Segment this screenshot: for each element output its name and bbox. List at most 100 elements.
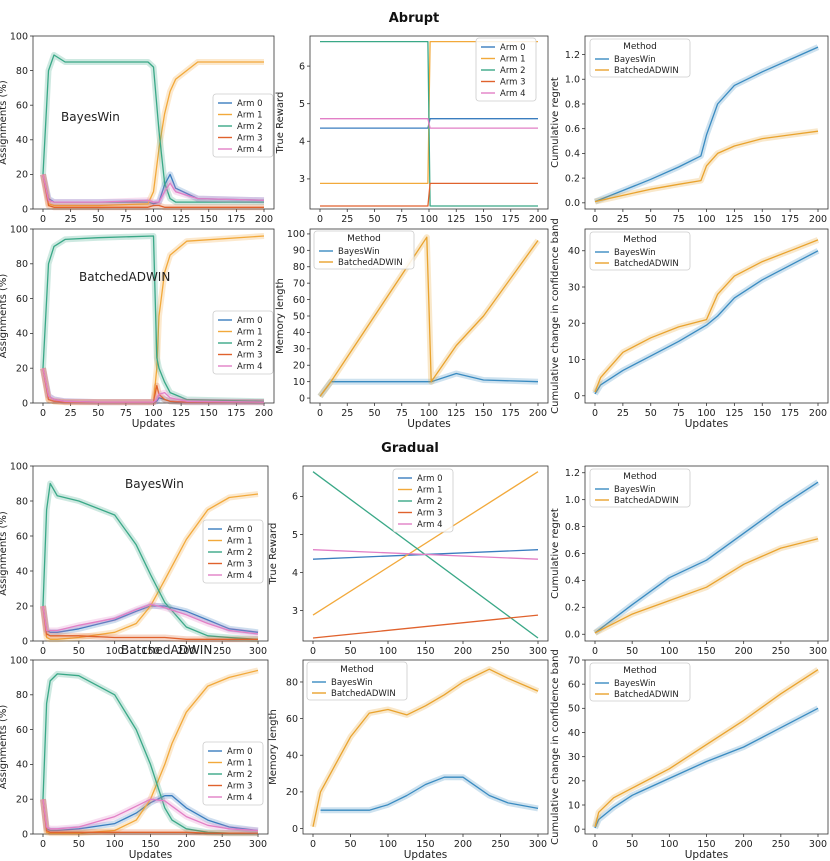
y-tick-label: 0	[574, 391, 580, 402]
x-tick-label: 100	[144, 408, 162, 419]
legend-label: BatchedADWIN	[614, 259, 679, 269]
x-tick-label: 175	[502, 408, 520, 419]
series-line-bayeswin	[594, 481, 819, 634]
panel-gradual-bayeswin-assign: 0 50 100 150 200 250 300 0 20 40 60 80 100 Assignment…	[0, 461, 269, 657]
y-tick-label: 5	[299, 99, 305, 110]
x-tick-label: 125	[447, 408, 465, 419]
legend-label: Arm 2	[237, 339, 263, 349]
y-tick-label: 4	[299, 137, 305, 148]
x-axis-label: Updates	[129, 849, 173, 861]
x-tick-label: 25	[341, 408, 353, 419]
x-tick-label: 75	[396, 408, 408, 419]
series-line-arm-4	[312, 549, 539, 560]
x-tick-label: 200	[735, 646, 753, 657]
legend-label: Arm 1	[237, 328, 263, 338]
x-tick-label: 50	[344, 646, 356, 657]
x-tick-label: 150	[697, 839, 715, 850]
panel-annotation: BatchedADWIN	[121, 643, 212, 657]
series-line-arm-2	[42, 54, 264, 203]
series-line-arm-0	[42, 605, 259, 633]
y-tick-label: 80	[286, 677, 298, 688]
series-line-batchedadwin	[312, 668, 539, 827]
x-tick-label: 150	[200, 408, 218, 419]
legend-label: Arm 1	[237, 111, 263, 121]
panel-annotation: BayesWin	[125, 477, 184, 491]
legend-label: BayesWin	[331, 678, 373, 688]
panel-abrupt-cum-change: 0 25 50 75 100 125 150 175 200 Updates 0 10 20 30 40 Cu…	[550, 218, 829, 430]
y-tick-label: 6	[292, 492, 298, 503]
y-tick-label: 0	[22, 829, 28, 840]
y-tick-label: 100	[10, 655, 28, 666]
x-tick-label: 0	[592, 839, 598, 850]
legend-label: Arm 3	[237, 351, 263, 361]
x-tick-label: 125	[172, 214, 190, 225]
legend-label: BayesWin	[338, 247, 380, 257]
y-tick-label: 0.6	[565, 549, 580, 560]
y-tick-label: 40	[286, 751, 298, 762]
x-tick-label: 0	[40, 214, 46, 225]
legend-label: Arm 3	[500, 78, 526, 88]
y-tick-label: 60	[568, 679, 580, 690]
y-tick-label: 60	[16, 725, 28, 736]
series-line-arm-3	[42, 368, 264, 403]
series-line-arm-3	[42, 605, 258, 640]
x-tick-label: 25	[617, 214, 629, 225]
legend-label: Arm 4	[227, 793, 253, 803]
x-axis-label: Updates	[407, 418, 451, 430]
y-tick-label: 100	[10, 224, 28, 235]
legend-label: Arm 3	[227, 782, 253, 792]
y-tick-label: 60	[286, 714, 298, 725]
legend-label: BatchedADWIN	[614, 496, 679, 506]
y-tick-label: 0	[22, 204, 28, 215]
x-tick-label: 50	[645, 214, 657, 225]
y-tick-label: 30	[568, 752, 580, 763]
y-tick-label: 0.6	[565, 124, 580, 135]
x-tick-label: 100	[106, 646, 124, 657]
legend-label: Arm 1	[417, 486, 443, 496]
x-tick-label: 75	[120, 408, 132, 419]
x-tick-label: 25	[617, 408, 629, 419]
legend-box	[202, 741, 264, 806]
x-tick-label: 25	[341, 214, 353, 225]
x-tick-label: 0	[40, 646, 46, 657]
series-line-batchedadwin	[594, 130, 819, 203]
y-tick-label: 40	[568, 728, 580, 739]
y-axis-label: Cumulative regret	[550, 77, 561, 168]
x-tick-label: 150	[141, 646, 159, 657]
x-tick-label: 150	[753, 408, 771, 419]
series-line-arm-0	[42, 795, 259, 832]
series-line-arm-1	[42, 669, 259, 834]
x-tick-label: 300	[249, 646, 267, 657]
y-tick-label: 1.2	[565, 50, 580, 61]
series-line-batchedadwin	[594, 669, 819, 827]
series-line-bayeswin	[320, 776, 539, 811]
legend-box	[212, 310, 274, 375]
y-tick-label: 80	[16, 259, 28, 270]
x-tick-label: 25	[65, 214, 77, 225]
series-line-bayeswin	[319, 372, 539, 397]
legend-title: Method	[347, 234, 381, 244]
y-tick-label: 20	[286, 787, 298, 798]
legend-box	[313, 230, 415, 270]
series-line-arm-4	[42, 603, 259, 635]
section-title-abrupt: Abrupt	[389, 11, 440, 26]
panel-gradual-batchedadwin-assign: 0 50 100 150 200 250 300 Updates 0 20 40 60 80 100 Ass…	[0, 643, 269, 861]
x-tick-label: 300	[809, 646, 827, 657]
y-tick-label: 80	[293, 262, 305, 273]
x-tick-label: 100	[420, 408, 438, 419]
panel-gradual-memory-length: 0 50 100 150 200 250 300 Updates 0 20 40 60 80 Memory…	[268, 659, 549, 861]
y-tick-label: 50	[293, 311, 305, 322]
y-tick-label: 20	[16, 170, 28, 181]
x-tick-label: 175	[227, 214, 245, 225]
y-axis-label: Assignments (%)	[0, 511, 9, 596]
series-line-batchedadwin	[319, 236, 539, 397]
y-tick-label: 0.2	[565, 173, 580, 184]
y-tick-label: 4	[292, 568, 298, 579]
x-tick-label: 50	[626, 839, 638, 850]
legend-label: Arm 3	[227, 560, 253, 570]
x-tick-label: 250	[772, 839, 790, 850]
legend-label: Arm 2	[417, 497, 443, 507]
